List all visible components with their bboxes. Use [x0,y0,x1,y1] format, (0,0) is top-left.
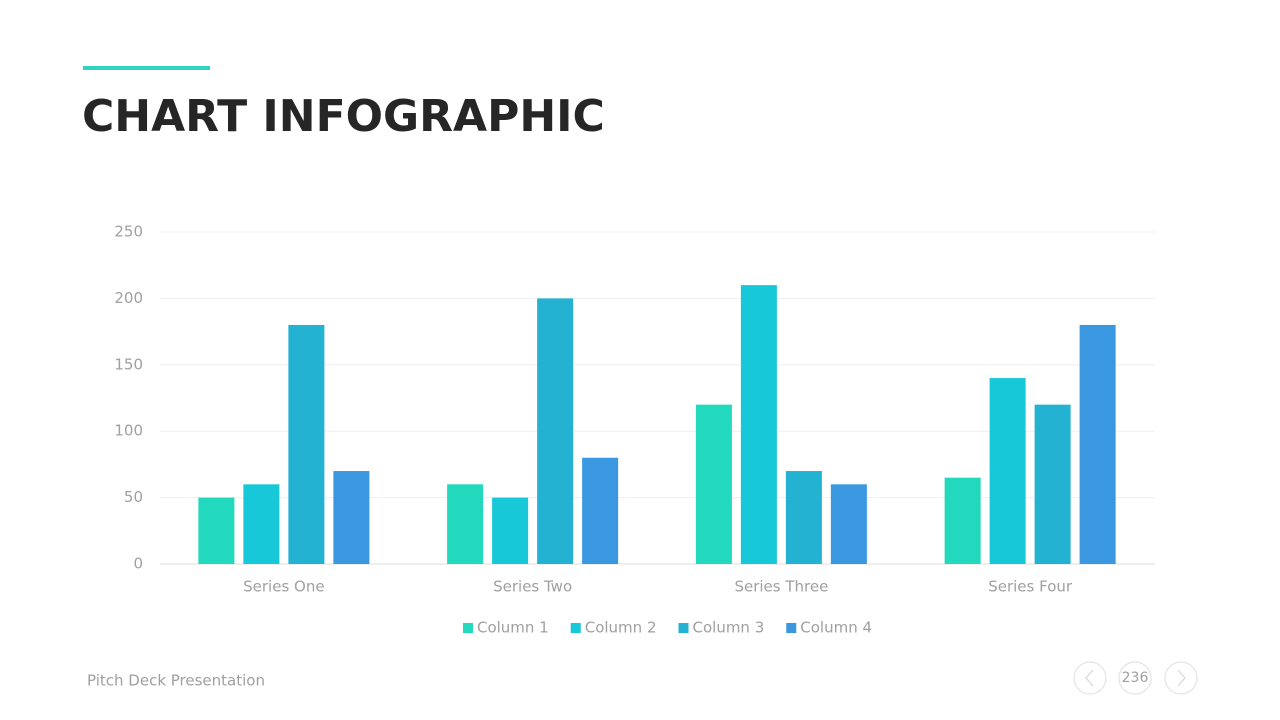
legend-swatch [570,623,581,633]
bar [333,471,370,564]
bar [830,484,867,564]
title-accent [83,66,210,70]
y-tick-label: 100 [114,422,143,440]
bar [537,298,574,564]
legend-label: Column 3 [693,619,765,637]
legend-swatch [678,623,689,633]
bar [492,497,529,564]
prev-button[interactable] [1073,661,1107,695]
y-tick-label: 50 [124,488,143,506]
bar [740,285,777,564]
bar [243,484,280,564]
bar [785,471,822,564]
bar [695,404,732,564]
footer-text: Pitch Deck Presentation [87,672,265,690]
x-tick-label: Series Three [734,578,828,596]
x-tick-label: Series Two [493,578,572,596]
y-tick-label: 150 [114,355,143,373]
legend-label: Column 1 [477,619,549,637]
bar [288,324,325,564]
legend-swatch [462,623,473,633]
y-tick-label: 0 [133,555,143,573]
legend-label: Column 2 [585,619,657,637]
chart-title: CHART INFOGRAPHIC [82,91,605,142]
x-tick-label: Series One [243,578,324,596]
page-number: 236 [1122,670,1149,686]
bar [989,378,1026,564]
y-tick-label: 200 [114,289,143,307]
bar [198,497,235,564]
legend-swatch [786,623,797,633]
bar [944,477,981,564]
bar [1034,404,1071,564]
bar [582,457,619,564]
page-badge [1118,661,1152,695]
x-tick-label: Series Four [988,578,1073,596]
next-button[interactable] [1164,661,1198,695]
legend-label: Column 4 [800,619,872,637]
bar [447,484,484,564]
y-tick-label: 250 [114,223,143,241]
bar [1079,324,1116,564]
